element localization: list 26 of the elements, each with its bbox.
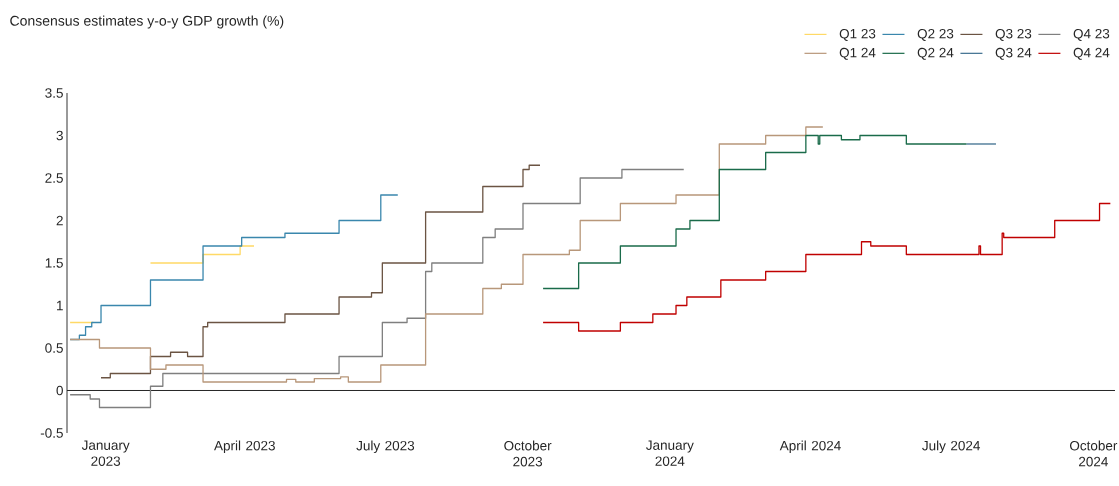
x-tick-label: April 2023 — [214, 440, 275, 454]
y-tick-label: 2.5 — [45, 173, 63, 183]
y-tick-label: 0.5 — [45, 343, 63, 353]
y-tick-label: 3.5 — [45, 88, 63, 98]
y-tick-label: 0 — [56, 385, 63, 396]
y-tick-label: 3 — [56, 130, 63, 141]
x-tick-label: January 2024 — [646, 440, 694, 466]
x-tick-label: July 2024 — [922, 440, 981, 454]
y-tick-label: 1.5 — [45, 258, 63, 268]
x-tick-label: July 2023 — [356, 440, 415, 454]
legend-label: Q2 23 — [917, 28, 954, 41]
legend-label: Q1 24 — [839, 47, 876, 60]
x-tick-label: April 2024 — [779, 440, 841, 454]
legend-label: Q1 23 — [839, 28, 876, 41]
y-tick-label: 1 — [57, 300, 63, 311]
x-tick-label: October 2023 — [504, 440, 552, 467]
legend-label: Q4 23 — [1073, 28, 1110, 41]
legend-label: Q4 24 — [1073, 47, 1110, 60]
y-tick-label: 2 — [56, 215, 63, 226]
legend-label: Q2 24 — [917, 47, 954, 60]
x-tick-label: October 2024 — [1069, 440, 1118, 467]
legend-label: Q3 24 — [995, 47, 1032, 60]
chart-title: Consensus estimates y-o-y GDP growth (%) — [10, 15, 284, 29]
y-tick-label: -0.5 — [40, 428, 63, 438]
x-tick-label: January 2023 — [81, 440, 130, 466]
legend-label: Q3 23 — [995, 28, 1032, 41]
